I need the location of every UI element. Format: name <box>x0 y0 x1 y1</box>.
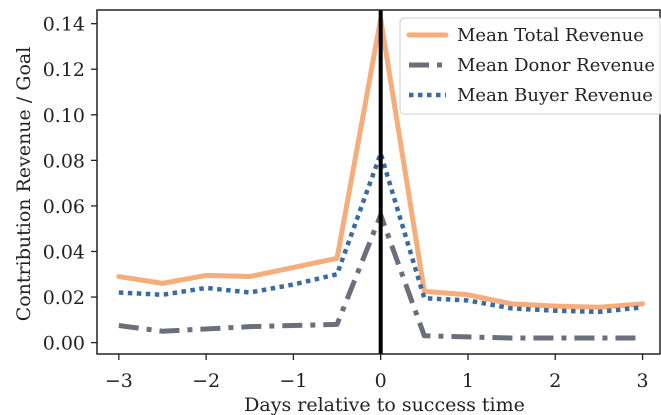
y-tick-label: 0.14 <box>43 14 85 36</box>
y-tick-label: 0.10 <box>43 105 85 127</box>
plot-frame <box>96 9 661 355</box>
legend-label: Mean Total Revenue <box>457 25 644 46</box>
y-tick-label: 0.06 <box>43 196 85 218</box>
y-tick-label: 0.12 <box>43 59 85 81</box>
x-tick-label: −3 <box>105 370 133 392</box>
x-tick-label: 2 <box>549 370 561 392</box>
x-tick-label: −1 <box>279 370 307 392</box>
y-tick-label: 0.08 <box>43 150 85 172</box>
legend-label: Mean Donor Revenue <box>457 55 655 76</box>
x-tick-label: 3 <box>636 370 648 392</box>
y-tick-label: 0.02 <box>43 287 85 309</box>
x-axis-title: Days relative to success time <box>244 394 525 415</box>
legend-box <box>399 17 661 115</box>
legend: Mean Total Revenue Mean Donor Revenue Mean… <box>399 17 661 115</box>
x-tick-label: 0 <box>375 370 387 392</box>
legend-label: Mean Buyer Revenue <box>457 85 653 106</box>
y-tick-label: 0.00 <box>43 333 85 355</box>
x-tick-label: −2 <box>192 370 220 392</box>
series-line-mean-buyer-revenue <box>118 151 643 315</box>
x-tick-label: 1 <box>462 370 474 392</box>
y-axis-title: Contribution Revenue / Goal <box>13 47 35 322</box>
y-tick-label: 0.04 <box>43 241 85 263</box>
